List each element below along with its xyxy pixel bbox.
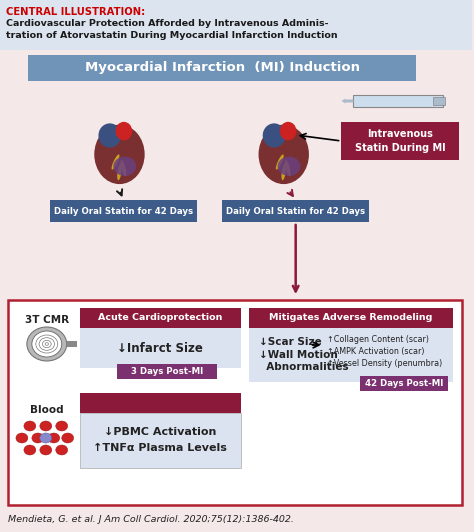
Ellipse shape <box>56 445 68 455</box>
Text: ↑Vessel Density (penumbra): ↑Vessel Density (penumbra) <box>327 359 442 368</box>
Text: 3T CMR: 3T CMR <box>25 315 69 325</box>
Bar <box>8 300 462 505</box>
Text: ↓Scar Size: ↓Scar Size <box>259 337 321 347</box>
Text: Mendieta, G. et al. J Am Coll Cardiol. 2020;75(12):1386-402.: Mendieta, G. et al. J Am Coll Cardiol. 2… <box>8 515 294 524</box>
Text: tration of Atorvastatin During Myocardial Infarction Induction: tration of Atorvastatin During Myocardia… <box>6 31 337 40</box>
Text: Intravenous
Statin During MI: Intravenous Statin During MI <box>355 129 446 153</box>
Bar <box>354 95 443 107</box>
Ellipse shape <box>116 122 132 140</box>
Ellipse shape <box>111 154 119 170</box>
Text: ↓Wall Motion: ↓Wall Motion <box>259 350 337 360</box>
Text: ↑TNFα Plasma Levels: ↑TNFα Plasma Levels <box>93 443 227 453</box>
Ellipse shape <box>40 421 52 431</box>
Text: ↑AMPK Activation (scar): ↑AMPK Activation (scar) <box>327 347 424 356</box>
Bar <box>0 0 472 50</box>
Ellipse shape <box>27 327 67 361</box>
Ellipse shape <box>56 421 68 431</box>
Bar <box>80 328 241 368</box>
Text: 3 Days Post-MI: 3 Days Post-MI <box>131 367 203 376</box>
Ellipse shape <box>32 433 44 443</box>
Bar <box>80 413 241 468</box>
Text: Acute Cardioprotection: Acute Cardioprotection <box>98 313 222 322</box>
Text: Mitigates Adverse Remodeling: Mitigates Adverse Remodeling <box>269 313 432 322</box>
Ellipse shape <box>94 124 145 184</box>
Text: Myocardial Infarction  (MI) Induction: Myocardial Infarction (MI) Induction <box>84 62 359 74</box>
Text: ↓PBMC Activation: ↓PBMC Activation <box>104 427 217 437</box>
Bar <box>249 308 453 328</box>
Ellipse shape <box>40 433 52 443</box>
Text: Cardiovascular Protection Afforded by Intravenous Adminis-: Cardiovascular Protection Afforded by In… <box>6 19 328 28</box>
Bar <box>80 308 241 328</box>
Bar <box>433 97 445 105</box>
Ellipse shape <box>16 433 28 443</box>
Ellipse shape <box>120 160 127 176</box>
Ellipse shape <box>24 445 36 455</box>
Ellipse shape <box>282 164 286 180</box>
Ellipse shape <box>258 124 309 184</box>
Bar <box>28 55 416 81</box>
Bar <box>341 122 459 160</box>
Bar <box>222 200 369 222</box>
Ellipse shape <box>62 433 73 443</box>
Ellipse shape <box>32 331 62 357</box>
Text: Daily Oral Statin for 42 Days: Daily Oral Statin for 42 Days <box>226 206 365 215</box>
Ellipse shape <box>280 122 296 140</box>
Ellipse shape <box>24 421 36 431</box>
Text: 42 Days Post-MI: 42 Days Post-MI <box>365 379 443 388</box>
FancyArrow shape <box>341 98 354 104</box>
Bar <box>50 200 197 222</box>
Ellipse shape <box>117 164 122 180</box>
Text: Daily Oral Statin for 42 Days: Daily Oral Statin for 42 Days <box>54 206 193 215</box>
Ellipse shape <box>276 154 284 170</box>
Bar <box>249 328 453 382</box>
Ellipse shape <box>40 445 52 455</box>
Bar <box>118 364 217 379</box>
Ellipse shape <box>278 156 301 176</box>
Ellipse shape <box>48 433 60 443</box>
Ellipse shape <box>99 123 121 147</box>
Text: ↓Infarct Size: ↓Infarct Size <box>118 342 203 354</box>
Text: Blood: Blood <box>30 405 64 415</box>
Bar <box>67 341 77 347</box>
Text: ↑Collagen Content (scar): ↑Collagen Content (scar) <box>327 335 428 344</box>
Ellipse shape <box>113 156 136 176</box>
Text: CENTRAL ILLUSTRATION:: CENTRAL ILLUSTRATION: <box>6 7 149 17</box>
Bar <box>80 393 241 413</box>
Ellipse shape <box>263 123 285 147</box>
Bar <box>360 376 448 391</box>
Ellipse shape <box>285 160 291 176</box>
Text: Abnormalities: Abnormalities <box>259 362 348 372</box>
